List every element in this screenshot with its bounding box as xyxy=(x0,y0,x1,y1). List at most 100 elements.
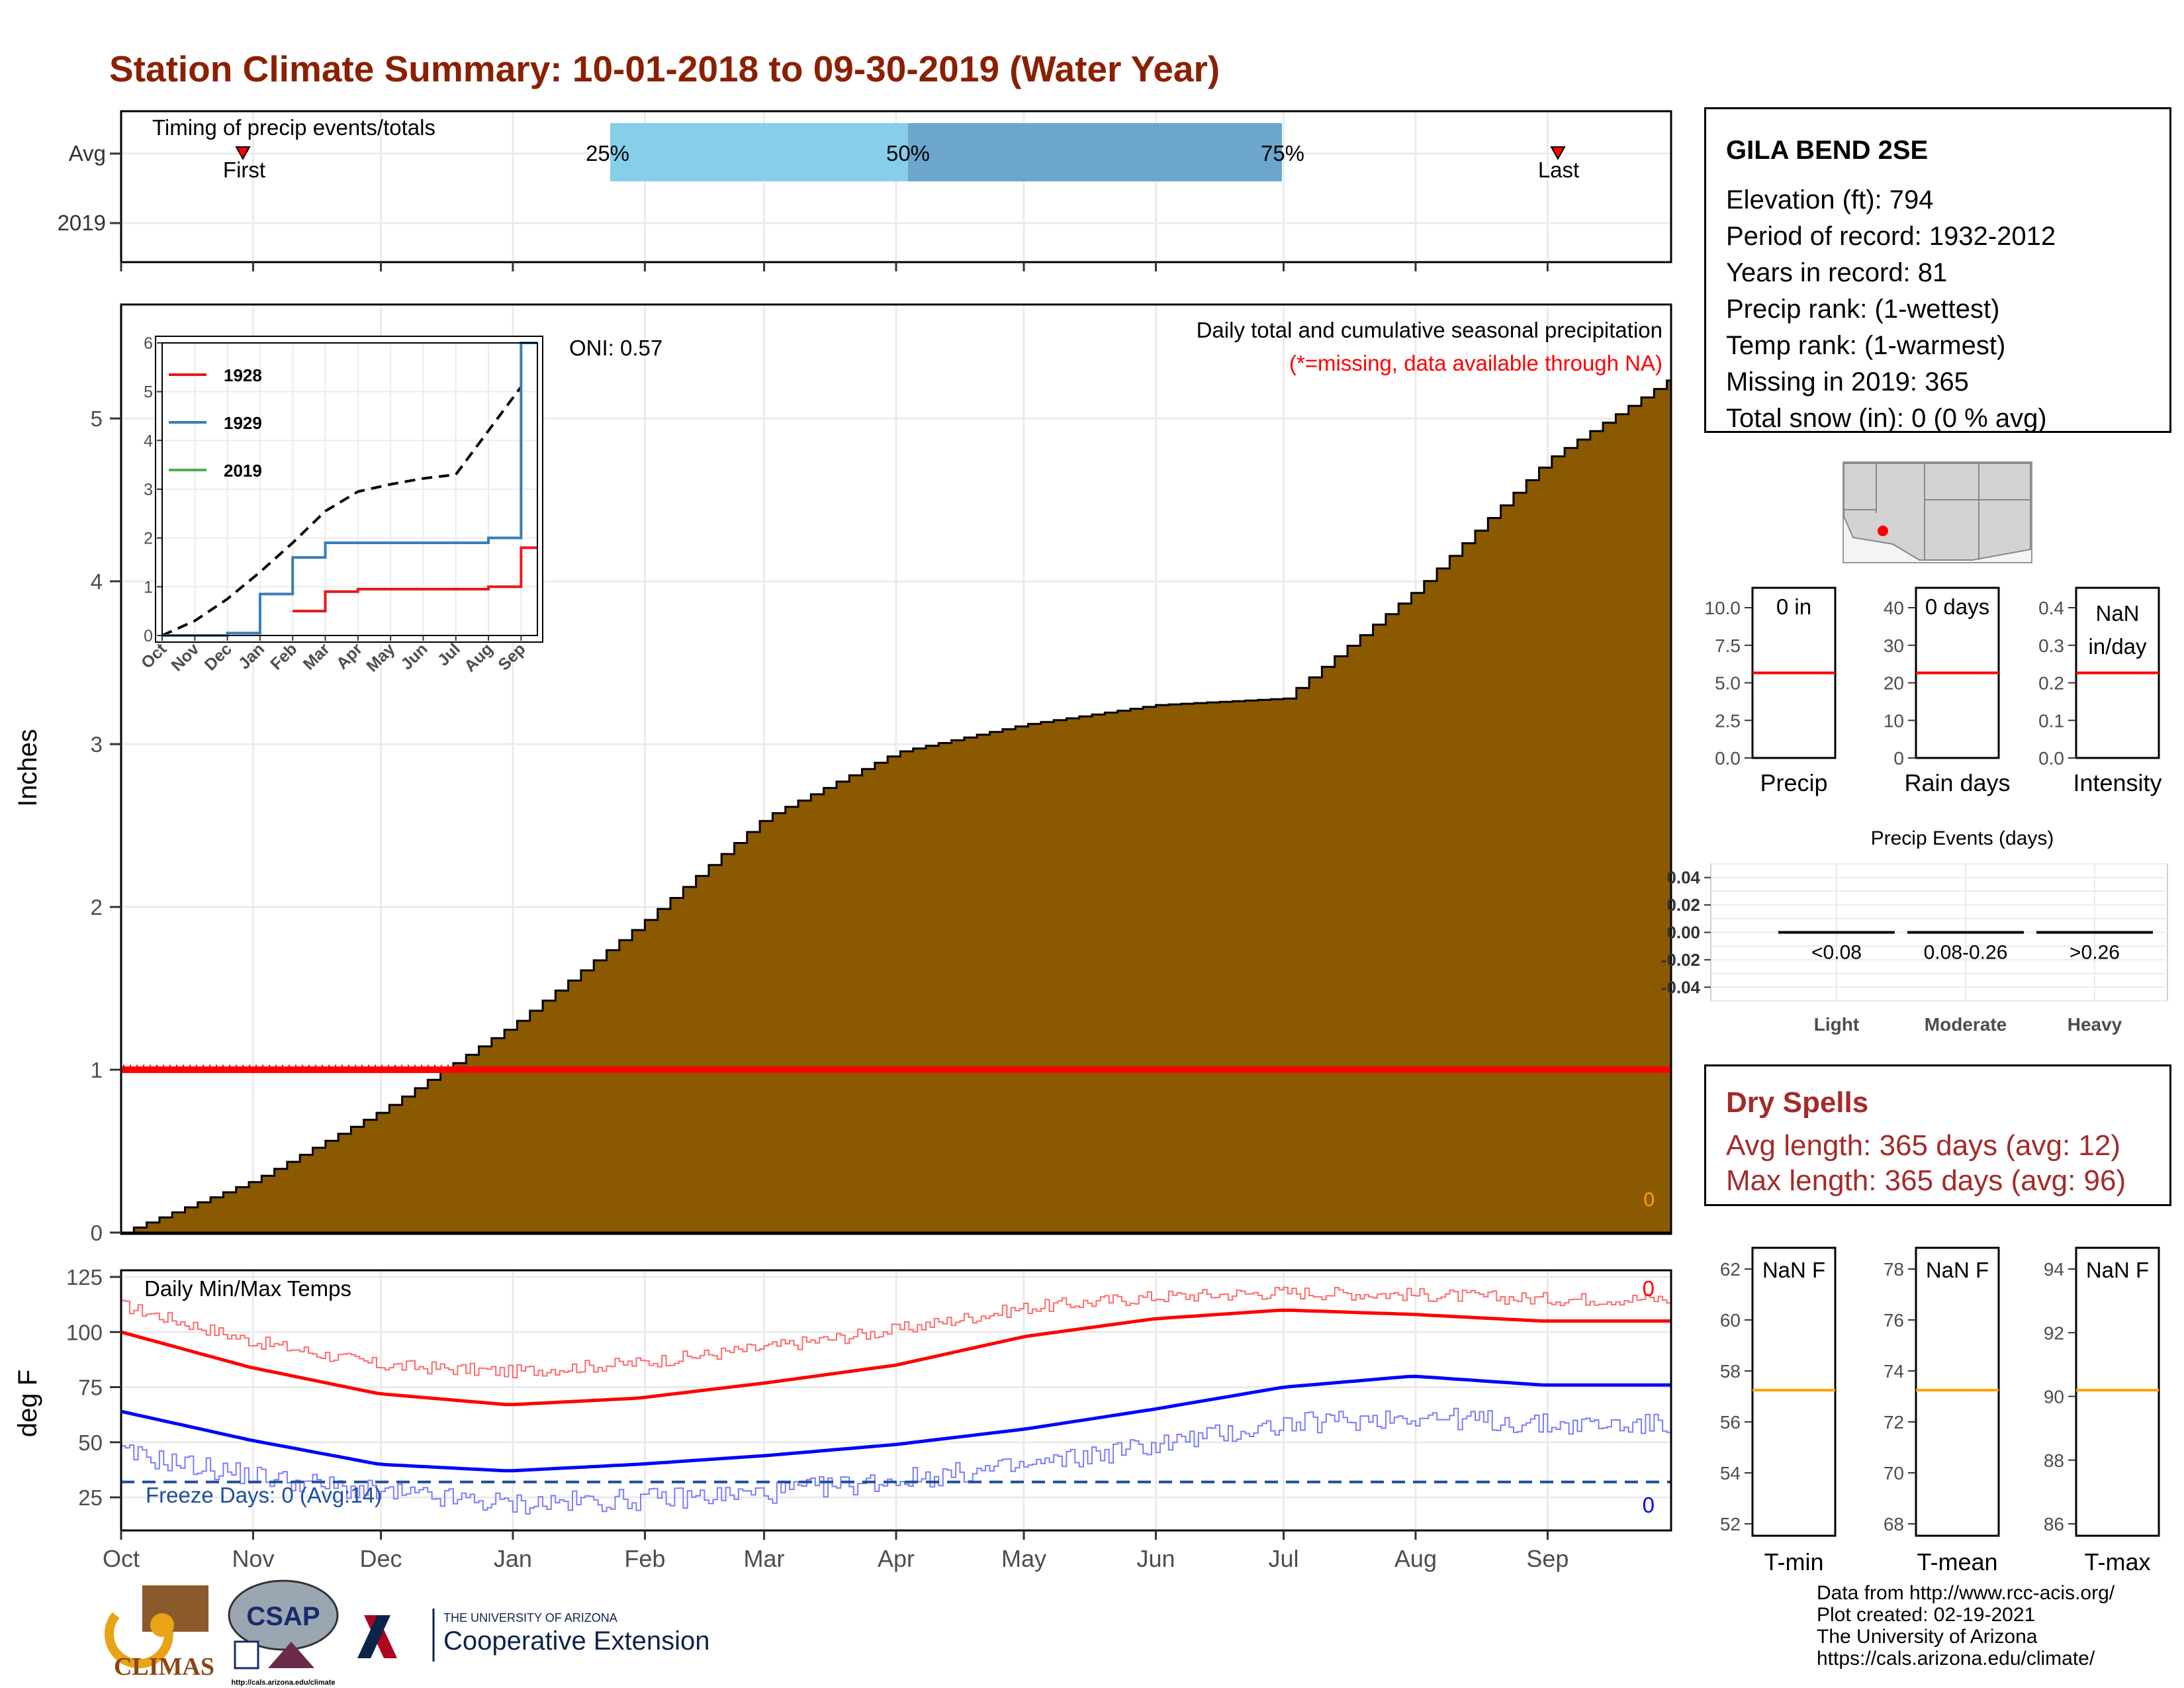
main-y-tick-label: 5 xyxy=(91,406,103,431)
timing-q2-bar xyxy=(908,123,1282,181)
main-subtitle: Daily total and cumulative seasonal prec… xyxy=(1197,318,1662,342)
svg-text:*: * xyxy=(179,1060,187,1086)
credit-line: Plot created: 02-19-2021 xyxy=(1817,1604,2036,1626)
month-tick-label: Aug xyxy=(1394,1545,1437,1572)
oni-value: ONI: 0.57 xyxy=(569,336,662,360)
mini-temp-t-max: 86 88 90 92 94 NaN F T-max xyxy=(2044,1246,2160,1575)
station-period: Period of record: 1932-2012 xyxy=(1726,222,2056,251)
mini-temp-t-mean: 68 70 72 74 76 78 NaN F T-mean xyxy=(1884,1246,2000,1575)
temp-y-tick-label: 50 xyxy=(78,1430,103,1455)
mini-temp-tick-label: 74 xyxy=(1884,1361,1904,1382)
credits: Data from http://www.rcc-acis.org/ Plot … xyxy=(1817,1582,2115,1669)
svg-text:*: * xyxy=(271,1060,280,1086)
mini-temp-tick-label: 94 xyxy=(2044,1259,2064,1280)
mini-temp-tick-label: 58 xyxy=(1720,1361,1741,1382)
events-y-tick-label: -0.02 xyxy=(1661,950,1700,970)
tmin-count: 0 xyxy=(1643,1493,1655,1517)
dry-spells-title: Dry Spells xyxy=(1726,1086,1869,1119)
station-info-box: GILA BEND 2SE Elevation (ft): 794 Period… xyxy=(1704,107,2171,433)
timing-first-label: First xyxy=(223,158,265,182)
svg-text:*: * xyxy=(212,1060,220,1086)
svg-text:*: * xyxy=(199,1060,207,1086)
credit-line: https://cals.arizona.edu/climate/ xyxy=(1817,1648,2095,1669)
svg-text:*: * xyxy=(437,1060,445,1086)
temp-ylabel: deg F xyxy=(13,1370,42,1437)
mini-tick-label: 0.4 xyxy=(2038,598,2064,618)
ua-logo: THE UNIVERSITY OF ARIZONA Cooperative Ex… xyxy=(357,1609,709,1662)
svg-text:*: * xyxy=(185,1060,194,1086)
mini-tick-label: 5.0 xyxy=(1715,673,1741,694)
svg-text:*: * xyxy=(417,1060,426,1086)
svg-text:*: * xyxy=(238,1060,247,1086)
mini-tick-label: 10 xyxy=(1884,710,1904,731)
main-y-tick-label: 1 xyxy=(91,1058,103,1082)
station-name: GILA BEND 2SE xyxy=(1726,136,1929,165)
timing-row-avg: Avg xyxy=(69,141,106,165)
svg-text:*: * xyxy=(159,1060,167,1086)
svg-text:*: * xyxy=(318,1060,326,1086)
inset-x-tick-label: Dec xyxy=(201,639,236,674)
svg-text:*: * xyxy=(430,1060,439,1086)
svg-text:*: * xyxy=(397,1060,406,1086)
svg-text:*: * xyxy=(285,1060,293,1086)
credit-line: The University of Arizona xyxy=(1817,1626,2038,1648)
inset-x-tick-label: Aug xyxy=(461,639,496,675)
inset-x-tick-label: Apr xyxy=(333,639,366,673)
mini-tick-label: 0.2 xyxy=(2038,673,2064,694)
temperature-panel: 25 50 75 100 125 Oct Nov Dec Jan Feb Mar Apr May Jun… xyxy=(13,1265,1672,1572)
station-location-marker xyxy=(1878,526,1888,536)
temp-y-tick-label: 25 xyxy=(78,1485,103,1510)
events-category-label: Light xyxy=(1814,1014,1859,1035)
timing-label: Timing of precip events/totals xyxy=(152,115,435,140)
mini-temp-tick-label: 52 xyxy=(1720,1514,1741,1534)
events-range-label: 0.08-0.26 xyxy=(1924,942,2008,964)
inset-x-tick-label: May xyxy=(363,639,398,675)
mini-tick-label: 2.5 xyxy=(1715,710,1741,731)
mini-value: in/day xyxy=(2088,634,2147,659)
mini-precip-precip: 0.0 2.5 5.0 7.5 10.0 0 in Precip xyxy=(1705,586,1837,796)
events-category-label: Heavy xyxy=(2068,1014,2122,1035)
mini-temp-value: NaN F xyxy=(1926,1258,1989,1282)
tmax-average-line xyxy=(120,1308,1671,1407)
mini-temp-tick-label: 56 xyxy=(1720,1412,1741,1432)
inset-legend-label: 2019 xyxy=(224,461,262,481)
svg-text:*: * xyxy=(251,1060,260,1086)
svg-text:*: * xyxy=(291,1060,300,1086)
mini-temp-tick-label: 54 xyxy=(1720,1463,1741,1483)
timing-row-2019: 2019 xyxy=(58,211,106,235)
inset-x-tick-label: Mar xyxy=(300,639,334,673)
station-years: Years in record: 81 xyxy=(1726,258,1948,287)
inset-x-tick-label: Jan xyxy=(235,639,268,673)
main-ylabel: Inches xyxy=(13,729,42,807)
mini-temp-label: T-min xyxy=(1764,1548,1824,1575)
dry-spells-avg: Avg length: 365 days (avg: 12) xyxy=(1726,1129,2121,1162)
station-temp-rank: Temp rank: (1-warmest) xyxy=(1726,331,2006,360)
svg-text:*: * xyxy=(265,1060,273,1086)
events-y-tick-label: 0.00 xyxy=(1666,923,1700,943)
inset-y-tick-label: 6 xyxy=(144,334,153,353)
csap-logo-url: http://cals.arizona.edu/climate xyxy=(231,1679,335,1687)
inset-average-line xyxy=(161,386,522,637)
svg-text:*: * xyxy=(351,1060,359,1086)
mini-temp-label: T-mean xyxy=(1917,1548,1997,1575)
month-tick-label: Jul xyxy=(1268,1545,1298,1572)
svg-text:*: * xyxy=(457,1060,465,1086)
mini-temp-tick-label: 76 xyxy=(1884,1310,1904,1331)
csap-logo: CSAP http://cals.arizona.edu/climate xyxy=(228,1579,339,1687)
freeze-days-label: Freeze Days: 0 (Avg:14) xyxy=(146,1483,382,1507)
inset-y-tick-label: 5 xyxy=(144,383,153,402)
svg-text:*: * xyxy=(450,1060,459,1086)
mini-tick-label: 0 xyxy=(1893,748,1904,769)
station-missing: Missing in 2019: 365 xyxy=(1726,367,1969,397)
dry-spells-max: Max length: 365 days (avg: 96) xyxy=(1726,1164,2126,1197)
svg-text:*: * xyxy=(377,1060,386,1086)
month-tick-label: Jun xyxy=(1136,1545,1175,1572)
mini-temp-tick-label: 68 xyxy=(1884,1514,1904,1534)
svg-text:*: * xyxy=(132,1060,141,1086)
month-tick-label: May xyxy=(1001,1545,1046,1572)
mini-temp-tick-label: 86 xyxy=(2044,1514,2064,1534)
last-marker xyxy=(1550,146,1566,161)
inset-legend-label: 1929 xyxy=(224,413,262,433)
mini-value: 0 in xyxy=(1776,594,1811,619)
